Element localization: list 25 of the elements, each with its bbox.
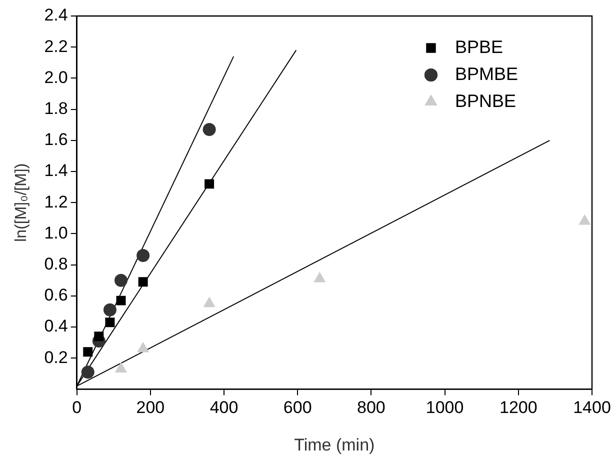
y-tick-label: 2.4 (44, 6, 68, 25)
x-tick-label: 1400 (573, 398, 611, 418)
y-tick-label: 1.0 (44, 223, 68, 242)
y-tick-label: 0.6 (44, 286, 68, 305)
x-tick-label: 1000 (426, 398, 464, 418)
y-tick-label: 1.8 (44, 98, 68, 118)
legend-label: BPMBE (454, 64, 518, 84)
y-tick-label: 2.0 (44, 68, 68, 87)
x-tick-label: 800 (357, 398, 386, 418)
y-axis-title: ln([M]₀/[M]) (13, 163, 30, 242)
y-tick-label: 1.4 (44, 161, 68, 180)
legend-label: BPNBE (454, 90, 516, 111)
y-tick-label: 2.2 (44, 36, 68, 56)
x-tick-label: 1200 (499, 398, 538, 418)
x-axis-title: Time (min) (294, 435, 375, 454)
y-tick-label: 0.8 (44, 254, 68, 274)
x-tick-label: 200 (136, 398, 165, 418)
y-tick-label: 1.6 (44, 130, 68, 150)
x-tick-label: 400 (210, 398, 238, 418)
x-tick-label: 600 (283, 398, 312, 418)
y-tick-label: 0.2 (44, 348, 68, 367)
legend-label: BPBE (454, 36, 504, 57)
y-tick-label: 1.2 (44, 192, 68, 212)
x-tick-label: 0 (72, 398, 82, 418)
y-tick-label: 0.4 (44, 316, 68, 336)
